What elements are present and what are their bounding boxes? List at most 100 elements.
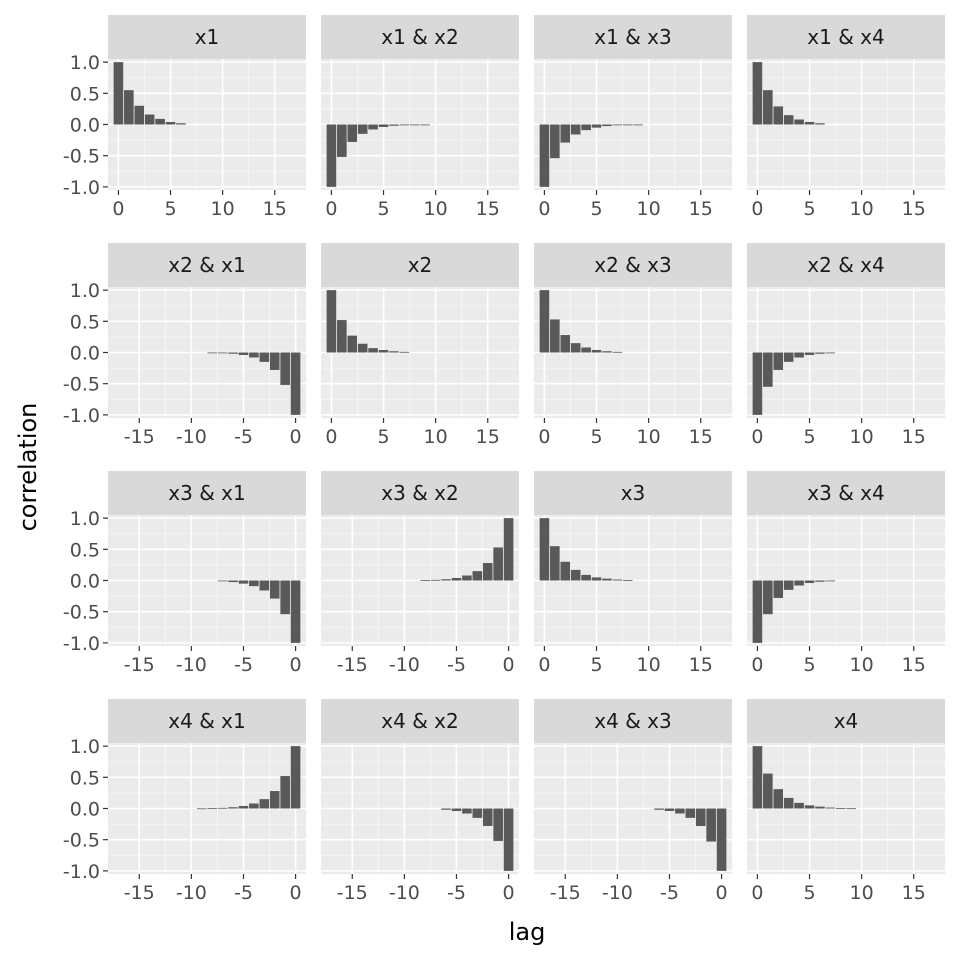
panel-strip (747, 15, 945, 59)
panel-x1: x1 1.0 0.5 0.0 -0.5 -1.0 0 5 10 15 (63, 15, 306, 220)
panel-strip (534, 243, 732, 287)
x-tick-label: -5 (447, 654, 466, 676)
acf-bar (654, 808, 664, 810)
acf-bar (570, 343, 581, 353)
x-tick-label: 0 (290, 426, 302, 448)
x-tick-label: 5 (377, 426, 389, 448)
acf-bar (337, 320, 347, 353)
acf-bar (612, 351, 623, 353)
acf-bar (825, 807, 836, 809)
acf-bar (815, 580, 825, 582)
acf-bar (399, 351, 410, 353)
panel-strip (747, 243, 945, 287)
acf-bar (217, 807, 228, 809)
panel-x3-x1: x3 & x1 1.0 0.5 0.0 -0.5 -1.0 -15 -10 -5 0 (63, 471, 306, 676)
x-tick-label: -15 (124, 882, 155, 904)
acf-bar (207, 352, 218, 354)
acf-bar (763, 90, 773, 125)
x-tick-label: -15 (550, 882, 581, 904)
y-tick-label: -1.0 (63, 633, 100, 655)
acf-bar (290, 746, 301, 809)
y-tick-label: -0.5 (63, 830, 100, 852)
acf-bar (815, 352, 825, 354)
x-tick-label: 10 (424, 426, 448, 448)
acf-bar (539, 290, 550, 353)
acf-bar (326, 124, 337, 187)
acf-bar (462, 575, 472, 581)
acf-bar (716, 808, 727, 871)
panel-strip (108, 699, 306, 743)
x-tick-label: -10 (389, 882, 420, 904)
acf-bar (493, 547, 503, 581)
acf-bar (503, 518, 514, 581)
panel-title: x4 (834, 709, 859, 733)
acf-bar (550, 319, 560, 353)
x-tick-label: 0 (716, 882, 728, 904)
x-tick-label: 10 (211, 198, 235, 220)
y-tick-label: 1.0 (70, 508, 100, 530)
x-tick-label: -5 (660, 882, 679, 904)
panel-x3: x3 0 5 10 15 (534, 471, 732, 676)
x-tick-label: 5 (803, 426, 815, 448)
acf-bar (228, 580, 238, 583)
panel-strip (321, 699, 519, 743)
acf-bar (763, 352, 773, 387)
acf-bar (259, 580, 270, 591)
acf-bar (794, 352, 804, 358)
acf-bar (165, 122, 176, 125)
x-tick-label: 15 (689, 654, 713, 676)
y-axis-title: correlation (14, 403, 42, 532)
x-tick-label: -10 (602, 882, 633, 904)
panel-title: x3 (621, 481, 646, 505)
x-axis-title: lag (509, 918, 546, 946)
acf-bar (825, 352, 836, 354)
acf-bar (430, 579, 441, 581)
acf-bar (124, 90, 134, 125)
panel-x2-x4: x2 & x4 0 5 10 15 (747, 243, 945, 448)
y-tick-label: 0.0 (70, 571, 100, 593)
acf-bar (482, 563, 493, 581)
acf-bar (326, 290, 337, 353)
acf-bar (622, 124, 633, 126)
panel-strip (321, 15, 519, 59)
acf-bar (794, 119, 804, 125)
panel-strip (321, 471, 519, 515)
acf-bar (773, 580, 784, 598)
x-tick-label: -15 (337, 882, 368, 904)
acf-bar (269, 352, 280, 370)
acf-bar (773, 352, 784, 370)
acf-bar (441, 808, 451, 810)
acf-bar (815, 123, 825, 125)
x-tick-label: -15 (337, 654, 368, 676)
acf-bar (570, 124, 581, 135)
acf-bar (280, 352, 290, 385)
acf-bar (752, 62, 763, 125)
acf-bar (337, 124, 347, 157)
x-tick-label: -10 (176, 882, 207, 904)
panel-strip (534, 699, 732, 743)
acf-bar (144, 114, 155, 125)
acf-bar (591, 350, 602, 353)
acf-bar (581, 347, 591, 353)
y-tick-label: 0.0 (70, 799, 100, 821)
acf-bar (493, 808, 503, 841)
x-tick-label: -10 (389, 654, 420, 676)
acf-bar (591, 124, 602, 128)
acf-bar (259, 352, 270, 362)
y-tick-label: -1.0 (63, 861, 100, 883)
x-tick-label: 5 (590, 426, 602, 448)
x-tick-label: 15 (902, 654, 926, 676)
acf-bar (238, 352, 249, 355)
x-tick-label: -10 (176, 654, 207, 676)
acf-bar (238, 806, 249, 809)
acf-bar (420, 580, 431, 581)
x-tick-label: 15 (902, 426, 926, 448)
acf-bar (581, 574, 591, 581)
acf-bar (134, 105, 145, 125)
acf-bar (560, 335, 571, 353)
x-tick-label: 10 (850, 882, 874, 904)
y-tick-label: -1.0 (63, 405, 100, 427)
x-tick-label: 5 (164, 198, 176, 220)
acf-bar (347, 335, 358, 353)
